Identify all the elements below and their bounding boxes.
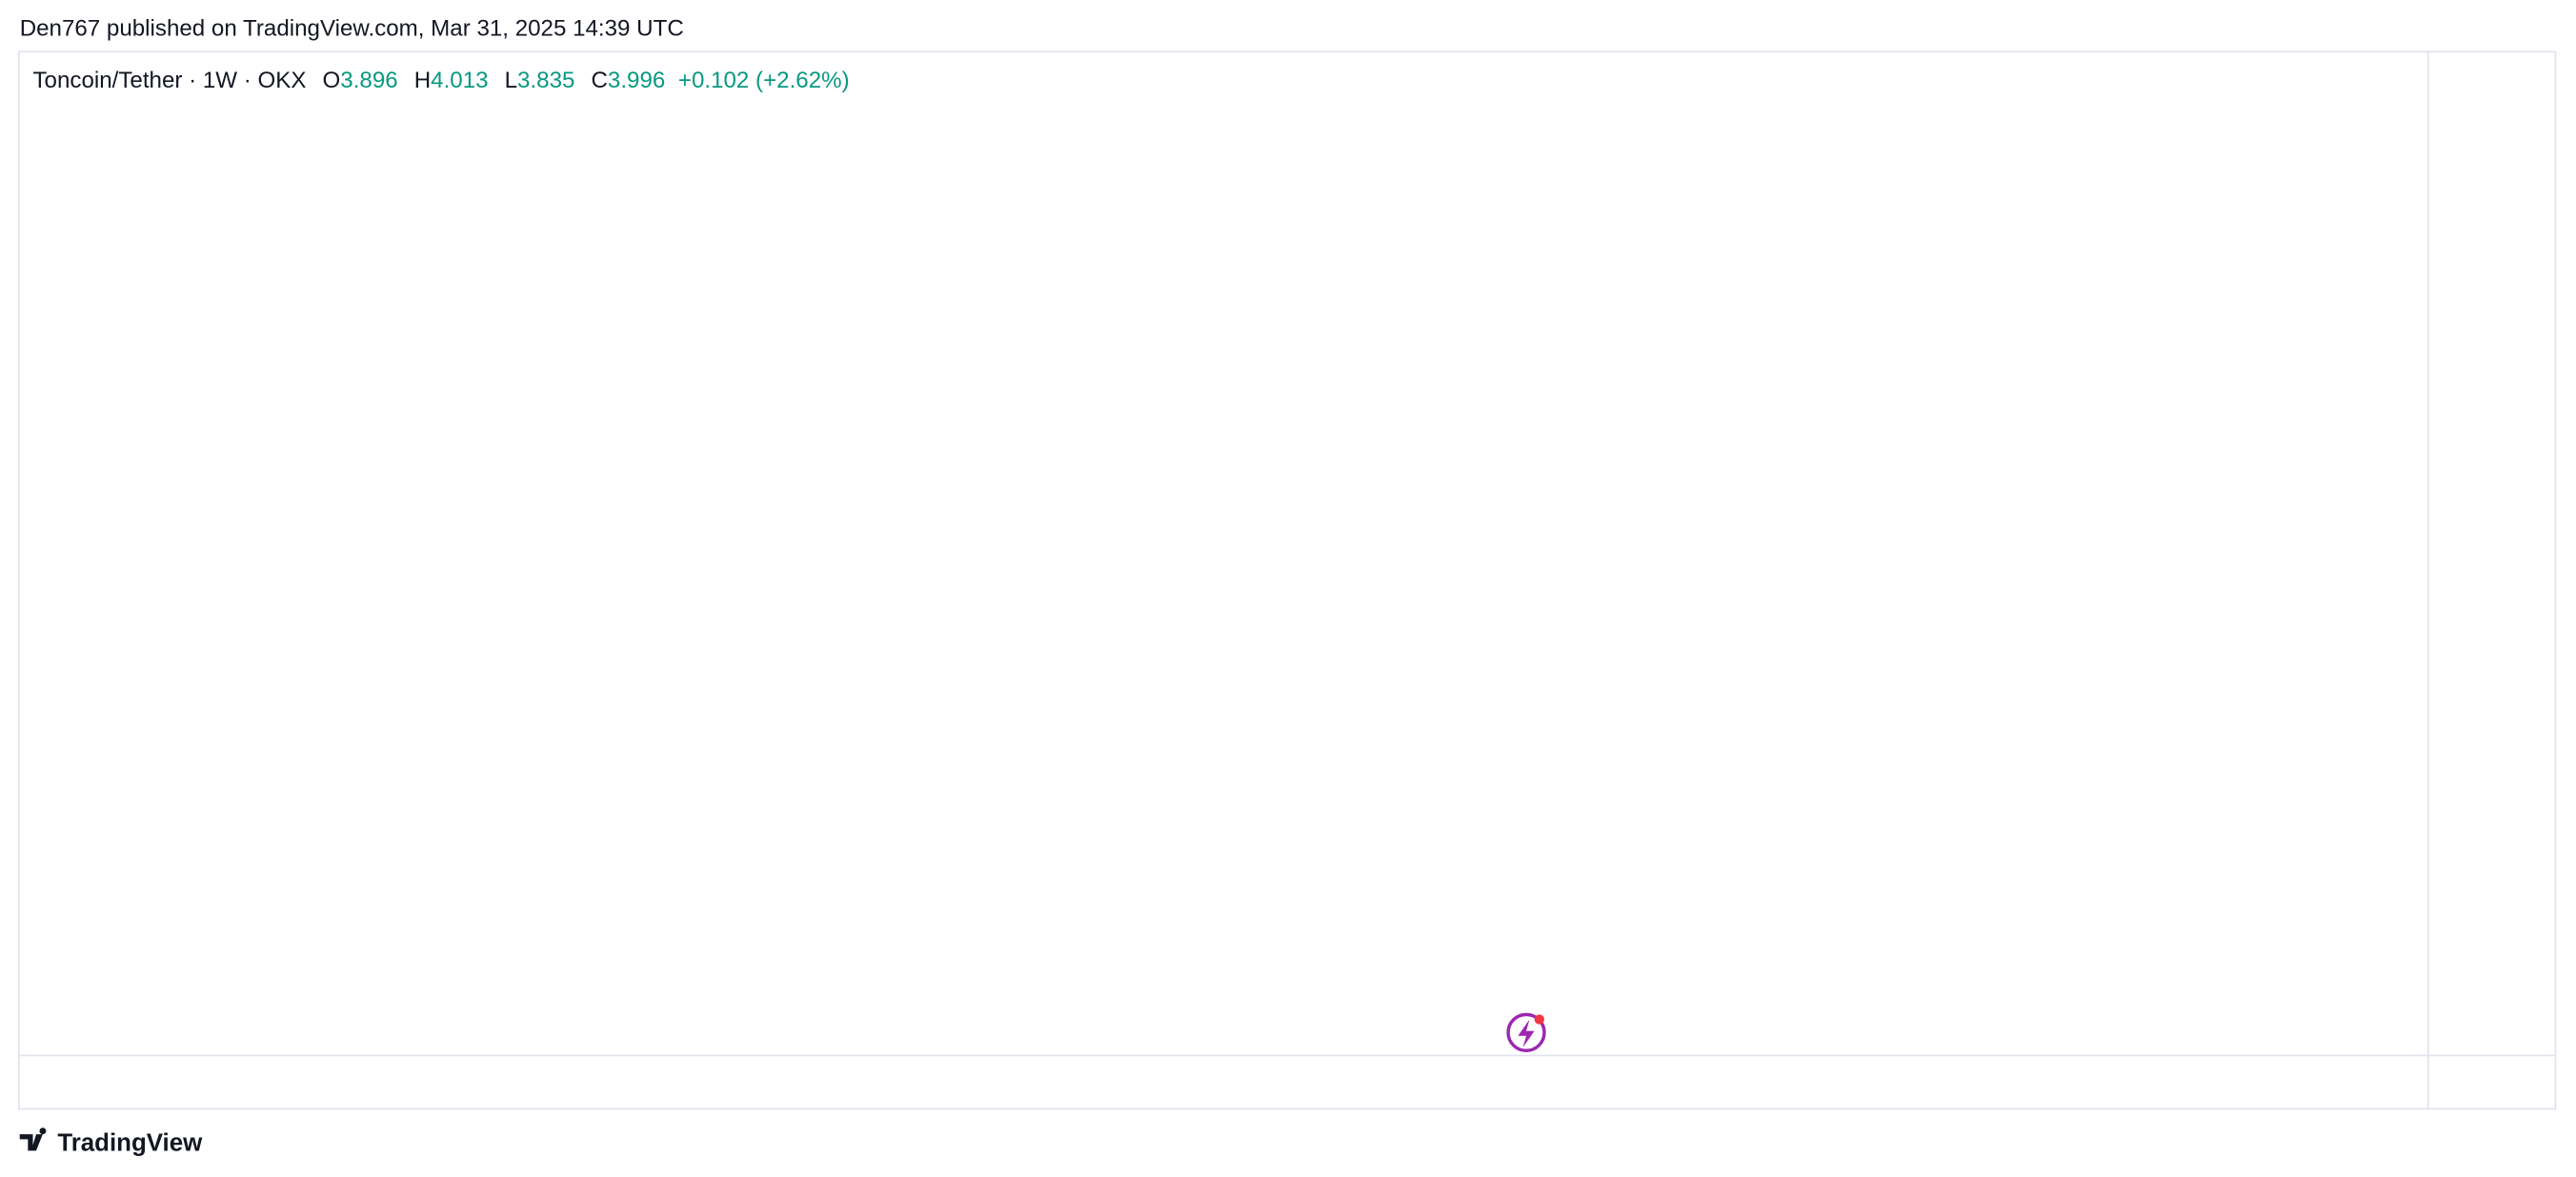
legend-key: O — [323, 69, 341, 94]
legend: Toncoin/Tether · 1W · OKX O3.896 H4.013 … — [23, 62, 877, 99]
legend-value: 3.996 — [608, 69, 665, 94]
legend-key: L — [505, 69, 517, 94]
legend: Toncoin/Tether · 1W · OKX O3.896 H4.013 … — [32, 69, 849, 94]
legend-key: H — [414, 69, 431, 94]
legend-value: 4.013 — [431, 69, 488, 94]
logo-mark — [19, 1127, 47, 1151]
legend-value: 3.835 — [517, 69, 574, 94]
frame — [17, 50, 2557, 1110]
legend-value: 3.896 — [340, 69, 397, 94]
legend-bg — [23, 62, 877, 99]
logo: TradingView — [19, 1127, 203, 1156]
logo-text: TradingView — [57, 1129, 203, 1156]
legend-change: +0.102 (+2.62%) — [678, 69, 850, 94]
symbol: Toncoin/Tether · 1W · OKX — [32, 69, 306, 94]
header: Den767 published on TradingView.com, Mar… — [20, 15, 684, 41]
legend-key: C — [591, 69, 607, 94]
alert-icon — [1506, 1012, 1546, 1052]
icon-dot — [1534, 1014, 1545, 1025]
icon-bolt — [1518, 1019, 1535, 1047]
